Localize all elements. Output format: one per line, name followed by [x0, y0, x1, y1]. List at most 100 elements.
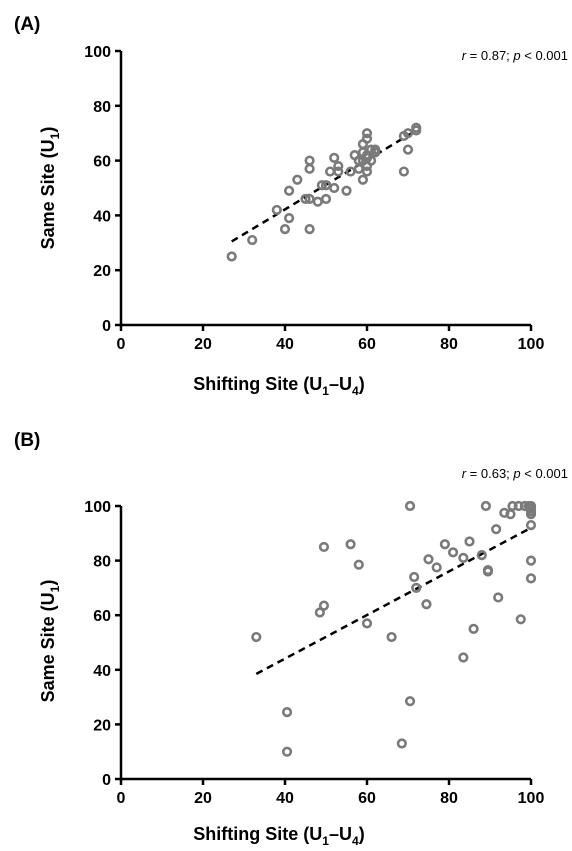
data-point	[402, 128, 414, 139]
data-point	[279, 224, 291, 235]
data-point	[320, 193, 332, 205]
data-point	[493, 592, 504, 603]
x-tick-label: 80	[440, 336, 458, 353]
y-tick-label: 60	[93, 154, 111, 171]
data-point	[482, 565, 494, 576]
data-point	[292, 174, 303, 185]
data-point	[357, 174, 369, 185]
panel-b-points	[251, 500, 537, 757]
r-symbol: r	[462, 48, 467, 63]
x-tick-label: 20	[194, 790, 212, 807]
data-point	[325, 166, 336, 177]
data-point	[525, 555, 537, 566]
x-tick-label: 100	[518, 790, 545, 807]
data-point	[404, 500, 416, 512]
data-point	[304, 155, 315, 166]
data-point	[515, 614, 526, 625]
data-point	[320, 180, 332, 191]
data-point	[353, 163, 364, 174]
data-point	[304, 193, 315, 205]
panel-a-x-axis-title: Shifting Site (U1–U4)	[193, 374, 364, 398]
x-tick-label: 60	[358, 790, 376, 807]
data-point	[386, 631, 397, 643]
data-point	[361, 618, 373, 629]
data-point	[468, 623, 479, 634]
x-tick-label: 0	[117, 336, 126, 353]
r-value: = 0.63;	[466, 466, 513, 481]
y-tick-label: 0	[102, 318, 111, 335]
x-tick-label: 80	[440, 790, 458, 807]
data-point	[329, 152, 340, 163]
data-point	[312, 196, 323, 207]
data-point	[523, 500, 535, 512]
data-point	[411, 122, 422, 133]
panel-a-correlation-stat: r = 0.87; p < 0.001	[462, 48, 568, 63]
x-tick-label: 40	[276, 336, 294, 353]
data-point	[361, 133, 373, 144]
p-value: < 0.001	[521, 48, 568, 63]
panel-b-axes: 0 20 40 60 80 100 0 20 40 60 80 100	[84, 499, 544, 807]
data-point	[370, 144, 381, 155]
data-point	[318, 541, 330, 553]
data-point	[458, 652, 469, 663]
data-point	[513, 500, 524, 512]
data-point	[409, 571, 420, 583]
data-point	[345, 539, 356, 550]
panel-a: (A) r = 0.87; p < 0.001 0 20 40 60 80 100 0 20 4…	[14, 14, 568, 398]
p-symbol: p	[512, 48, 520, 63]
data-point	[318, 600, 330, 611]
data-point	[251, 631, 262, 643]
data-point	[316, 180, 328, 191]
data-point	[281, 707, 293, 718]
data-point	[271, 204, 282, 216]
data-point	[396, 738, 407, 749]
y-tick-label: 60	[93, 608, 111, 625]
data-point	[281, 746, 293, 757]
y-tick-label: 20	[93, 717, 111, 734]
y-tick-label: 40	[93, 663, 111, 680]
panel-a-points	[226, 122, 422, 262]
x-tick-label: 60	[358, 336, 376, 353]
data-point	[507, 500, 518, 512]
data-point	[353, 559, 364, 570]
data-point	[505, 509, 516, 520]
data-point	[333, 166, 344, 177]
data-point	[226, 251, 237, 262]
data-point	[304, 163, 315, 174]
data-point	[525, 573, 537, 584]
data-point	[247, 234, 258, 246]
data-point	[491, 524, 502, 535]
data-point	[329, 182, 340, 194]
y-tick-label: 100	[84, 44, 111, 61]
data-point	[431, 562, 442, 573]
data-point	[476, 550, 487, 561]
p-symbol: p	[512, 466, 520, 481]
data-point	[341, 185, 352, 196]
data-point	[404, 696, 416, 707]
data-point	[361, 166, 373, 177]
x-tick-label: 0	[117, 790, 126, 807]
data-point	[525, 520, 537, 531]
panel-a-axes: 0 20 40 60 80 100 0 20 40 60 80 100	[84, 44, 544, 353]
data-point	[423, 554, 434, 565]
r-value: = 0.87;	[466, 48, 513, 63]
data-point	[366, 155, 377, 166]
data-point	[304, 224, 315, 235]
panel-b-regression-line	[255, 526, 532, 675]
data-point	[284, 185, 295, 196]
panel-b-label: (B)	[14, 430, 40, 451]
data-point	[411, 582, 422, 594]
x-tick-label: 20	[194, 336, 212, 353]
data-point	[480, 500, 492, 512]
data-point	[300, 193, 311, 205]
panel-a-label: (A)	[14, 14, 40, 35]
r-symbol: r	[462, 466, 467, 481]
y-tick-label: 40	[93, 208, 111, 225]
x-tick-label: 100	[518, 336, 545, 353]
data-point	[421, 599, 432, 610]
data-point	[284, 213, 295, 224]
data-point	[361, 128, 373, 139]
panel-b-y-axis-title: Same Site (U1)	[38, 580, 62, 703]
y-tick-label: 80	[93, 554, 111, 571]
